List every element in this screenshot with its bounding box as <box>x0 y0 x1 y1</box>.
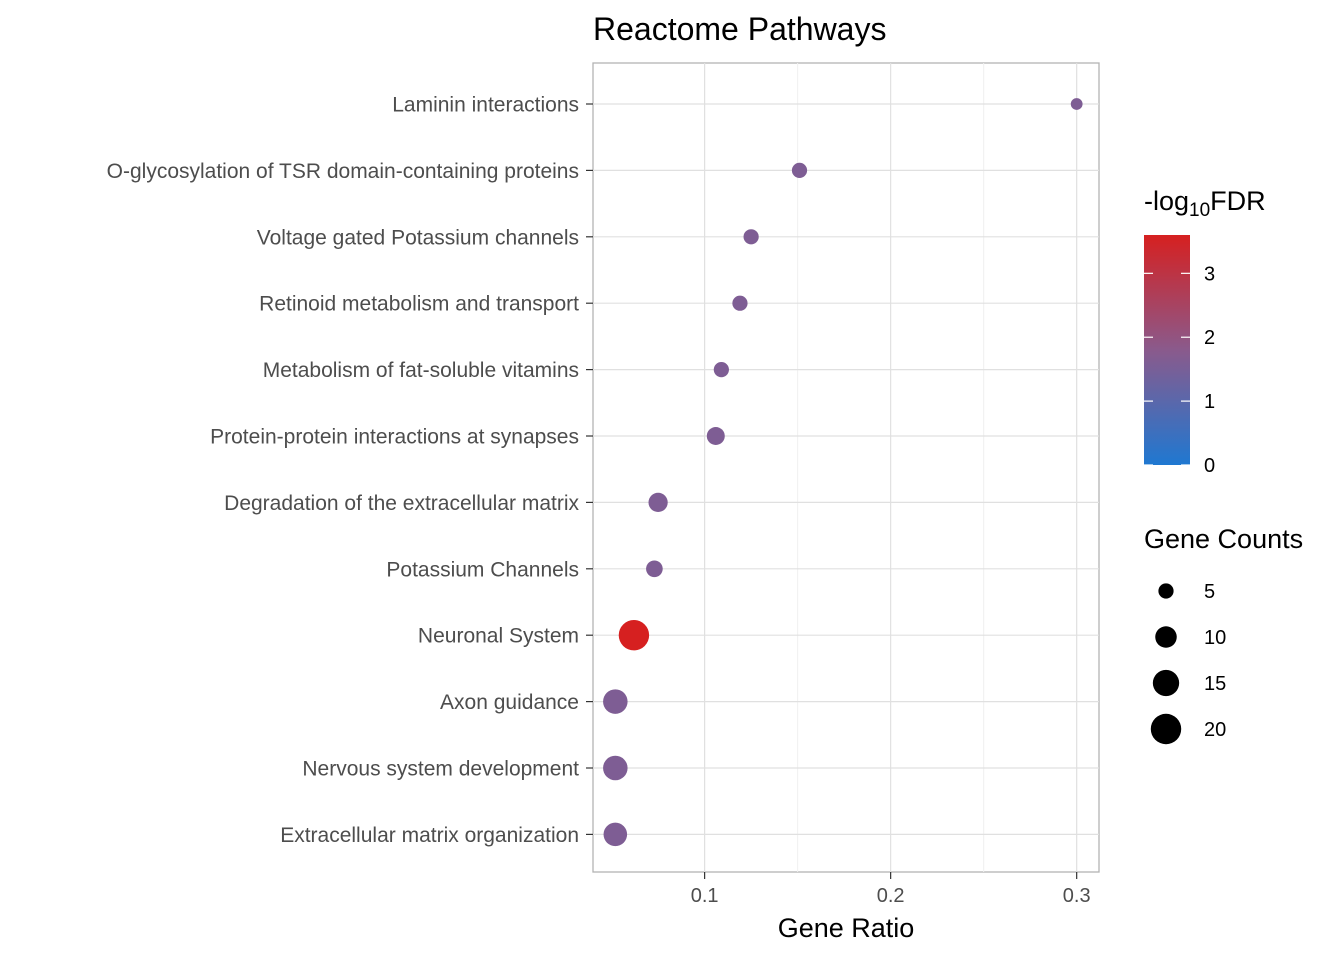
data-point <box>713 361 729 378</box>
category-label: Potassium Channels <box>386 558 579 581</box>
data-point <box>603 822 628 847</box>
x-tick-label: 0.1 <box>691 885 719 907</box>
size-legend-key <box>1158 583 1174 599</box>
size-legend-key <box>1155 626 1177 648</box>
color-legend-ticks: 0 1 2 3 <box>1144 263 1215 477</box>
data-point <box>743 229 759 245</box>
plot-border <box>592 62 1100 873</box>
plot-panel <box>592 62 1100 873</box>
size-legend-label: 10 <box>1204 627 1226 649</box>
grid-lines <box>593 63 1099 872</box>
data-point <box>1070 98 1083 110</box>
category-label: Nervous system development <box>302 758 579 781</box>
color-legend-title: -log10FDR <box>1144 186 1266 221</box>
size-legend-label: 5 <box>1204 581 1215 603</box>
category-label: Voltage gated Potassium channels <box>257 226 579 249</box>
size-legend: Gene Counts 5 10 15 20 <box>1144 524 1303 745</box>
colorbar-tick-label: 3 <box>1204 263 1215 285</box>
category-label: O-glycosylation of TSR domain-containing… <box>107 160 579 183</box>
data-point <box>618 619 650 651</box>
data-points <box>603 98 1083 847</box>
data-point <box>603 755 628 781</box>
category-label: Metabolism of fat-soluble vitamins <box>263 359 579 382</box>
size-legend-key <box>1152 669 1180 697</box>
data-point <box>732 295 748 311</box>
category-label: Degradation of the extracellular matrix <box>224 492 579 515</box>
size-legend-items: 5 10 15 20 <box>1150 581 1226 745</box>
data-point <box>646 560 663 578</box>
data-point <box>648 492 668 513</box>
y-axis-category-labels: Laminin interactions O-glycosylation of T… <box>107 94 593 847</box>
size-legend-key <box>1150 713 1182 745</box>
category-label: Laminin interactions <box>392 94 579 117</box>
data-point <box>706 427 725 445</box>
category-label: Neuronal System <box>418 625 579 648</box>
category-label: Retinoid metabolism and transport <box>259 293 579 316</box>
category-label: Protein-protein interactions at synapses <box>210 426 579 449</box>
x-tick-label: 0.3 <box>1063 885 1091 907</box>
category-label: Extracellular matrix organization <box>280 824 579 847</box>
size-legend-label: 20 <box>1204 719 1226 741</box>
colorbar-tick-label: 1 <box>1204 391 1215 413</box>
colorbar-tick-label: 2 <box>1204 327 1215 349</box>
chart-title: Reactome Pathways <box>593 11 886 47</box>
color-legend-bar <box>1144 235 1190 465</box>
x-axis-ticks: 0.1 0.2 0.3 <box>691 872 1091 907</box>
data-point <box>603 689 628 714</box>
category-label: Axon guidance <box>440 691 579 714</box>
colorbar-tick-label: 0 <box>1204 455 1215 477</box>
data-point <box>791 162 808 179</box>
x-axis-title: Gene Ratio <box>778 913 915 943</box>
x-tick-label: 0.2 <box>877 885 905 907</box>
size-legend-title: Gene Counts <box>1144 524 1303 554</box>
size-legend-label: 15 <box>1204 673 1226 695</box>
color-legend: -log10FDR 0 1 2 3 <box>1144 186 1266 477</box>
